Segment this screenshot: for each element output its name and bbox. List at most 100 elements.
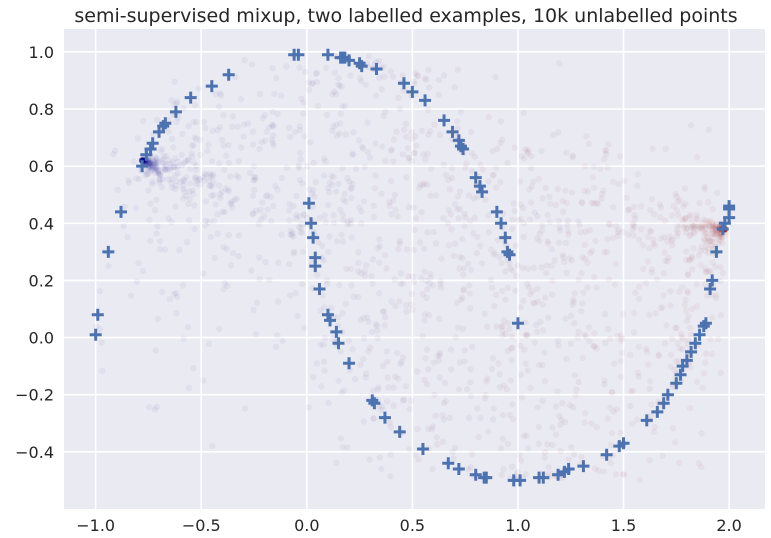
unlabelled-point (249, 192, 257, 200)
labelled-point (292, 48, 305, 61)
unlabelled-point (208, 157, 216, 165)
unlabelled-point (701, 281, 708, 288)
unlabelled-point (693, 378, 701, 386)
unlabelled-point (522, 332, 529, 339)
unlabelled-point (601, 377, 608, 384)
unlabelled-point (292, 128, 299, 136)
unlabelled-point (485, 229, 493, 236)
unlabelled-point (401, 126, 408, 134)
unlabelled-point (565, 456, 572, 463)
unlabelled-point (610, 204, 617, 211)
unlabelled-point (708, 238, 715, 245)
unlabelled-point (159, 164, 167, 171)
unlabelled-point (172, 185, 179, 192)
unlabelled-point (153, 403, 160, 411)
unlabelled-point (425, 66, 432, 74)
unlabelled-point (675, 358, 683, 365)
unlabelled-point (581, 255, 589, 263)
unlabelled-point (705, 222, 713, 229)
labelled-point (476, 185, 489, 198)
unlabelled-point (578, 269, 585, 277)
unlabelled-point (98, 367, 106, 374)
unlabelled-point (223, 245, 230, 252)
unlabelled-point (235, 174, 242, 181)
unlabelled-point (296, 64, 303, 71)
unlabelled-point (710, 235, 717, 242)
unlabelled-point (459, 294, 466, 302)
unlabelled-point (581, 331, 588, 339)
unlabelled-point (440, 215, 447, 222)
unlabelled-point (682, 229, 690, 236)
unlabelled-point (298, 180, 306, 187)
unlabelled-point (719, 269, 726, 277)
unlabelled-point (557, 421, 564, 428)
unlabelled-point (316, 214, 323, 222)
unlabelled-point (313, 78, 321, 86)
unlabelled-point (374, 386, 382, 393)
labelled-point (307, 231, 320, 244)
unlabelled-point (630, 222, 637, 229)
unlabelled-point (456, 359, 464, 366)
unlabelled-point (195, 85, 202, 92)
unlabelled-point (690, 244, 697, 252)
unlabelled-point (214, 230, 221, 237)
unlabelled-point (177, 178, 185, 186)
unlabelled-point (299, 248, 307, 256)
unlabelled-point (403, 308, 410, 315)
unlabelled-point (519, 204, 527, 212)
unlabelled-point (446, 186, 454, 193)
unlabelled-point (432, 412, 439, 419)
unlabelled-point (683, 225, 690, 232)
unlabelled-point (287, 227, 294, 234)
unlabelled-point (150, 158, 157, 165)
unlabelled-point (152, 347, 159, 354)
unlabelled-point (272, 182, 279, 190)
unlabelled-point (456, 253, 464, 261)
unlabelled-point (562, 418, 569, 426)
labelled-point (442, 457, 455, 470)
unlabelled-point (610, 360, 618, 367)
unlabelled-point (153, 154, 160, 162)
unlabelled-point (364, 148, 372, 156)
unlabelled-point (357, 361, 364, 368)
unlabelled-point (411, 226, 418, 234)
unlabelled-point (170, 144, 177, 151)
unlabelled-point (680, 203, 687, 210)
unlabelled-point (510, 200, 517, 207)
labelled-point (438, 114, 451, 127)
unlabelled-point (320, 172, 328, 179)
labelled-point (469, 468, 482, 481)
unlabelled-point (173, 293, 181, 301)
unlabelled-point (339, 310, 346, 317)
unlabelled-point (227, 262, 235, 269)
unlabelled-point (154, 157, 161, 165)
unlabelled-point (372, 140, 379, 147)
unlabelled-point (515, 216, 522, 224)
unlabelled-point (149, 158, 157, 165)
unlabelled-point (147, 164, 155, 172)
unlabelled-point (684, 289, 692, 297)
unlabelled-point (527, 199, 535, 206)
unlabelled-point (640, 265, 647, 272)
unlabelled-point (698, 224, 706, 232)
unlabelled-point (500, 466, 507, 473)
unlabelled-point (407, 301, 415, 308)
unlabelled-point (345, 337, 353, 344)
unlabelled-point (698, 243, 705, 250)
unlabelled-point (333, 132, 341, 139)
unlabelled-point (248, 61, 256, 68)
unlabelled-point (146, 237, 154, 245)
unlabelled-point (470, 230, 477, 237)
unlabelled-point (179, 130, 186, 138)
unlabelled-point (266, 276, 273, 283)
unlabelled-point (173, 100, 180, 107)
unlabelled-point (421, 268, 428, 275)
unlabelled-point (321, 367, 328, 374)
unlabelled-point (172, 155, 179, 162)
unlabelled-point (258, 139, 265, 146)
unlabelled-point (425, 131, 432, 138)
unlabelled-point (593, 423, 600, 431)
unlabelled-point (520, 297, 527, 304)
labelled-point (332, 337, 345, 350)
unlabelled-point (406, 446, 413, 453)
